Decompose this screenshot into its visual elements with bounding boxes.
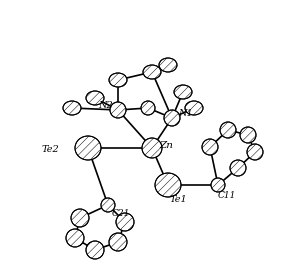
Text: C21: C21 — [112, 209, 130, 218]
Text: C11: C11 — [218, 191, 236, 200]
Text: Te1: Te1 — [170, 195, 188, 204]
Ellipse shape — [164, 110, 180, 126]
Ellipse shape — [159, 58, 177, 72]
Ellipse shape — [142, 138, 162, 158]
Ellipse shape — [141, 101, 155, 115]
Ellipse shape — [109, 73, 127, 87]
Ellipse shape — [247, 144, 263, 160]
Ellipse shape — [109, 233, 127, 251]
Ellipse shape — [63, 101, 81, 115]
Text: N2: N2 — [98, 102, 113, 111]
Ellipse shape — [116, 213, 134, 231]
Ellipse shape — [75, 136, 101, 160]
Ellipse shape — [202, 139, 218, 155]
Ellipse shape — [66, 229, 84, 247]
Text: N1: N1 — [178, 109, 193, 118]
Ellipse shape — [174, 85, 192, 99]
Ellipse shape — [220, 122, 236, 138]
Ellipse shape — [211, 178, 225, 192]
Ellipse shape — [86, 91, 104, 105]
Ellipse shape — [86, 241, 104, 259]
Text: Te2: Te2 — [42, 146, 60, 155]
Ellipse shape — [230, 160, 246, 176]
Ellipse shape — [110, 102, 126, 118]
Ellipse shape — [71, 209, 89, 227]
Ellipse shape — [143, 65, 161, 79]
Ellipse shape — [101, 198, 115, 212]
Ellipse shape — [240, 127, 256, 143]
Text: Zn: Zn — [159, 141, 173, 150]
Ellipse shape — [155, 173, 181, 197]
Ellipse shape — [185, 101, 203, 115]
